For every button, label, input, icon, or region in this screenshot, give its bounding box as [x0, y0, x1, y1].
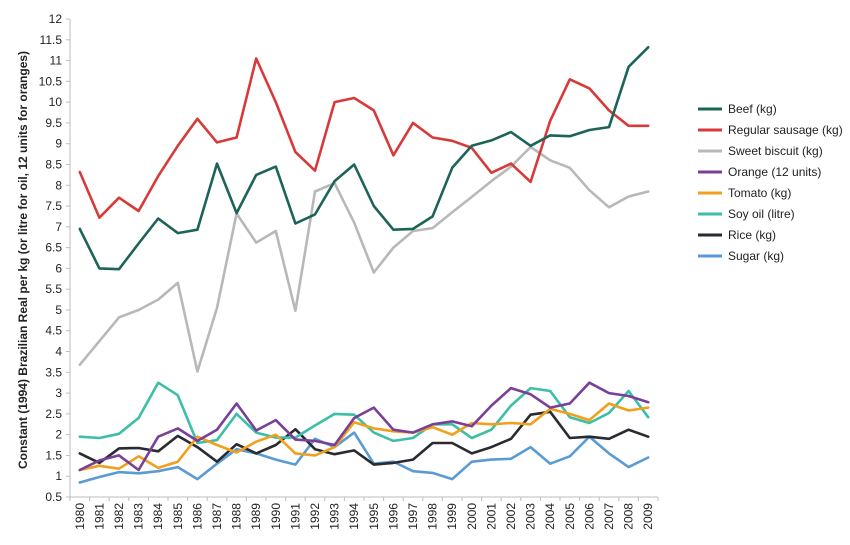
- series-line-0: [78, 45, 650, 271]
- x-tick-label: 1985: [171, 503, 185, 530]
- x-tick-label: 1994: [347, 503, 361, 530]
- legend-label: Orange (12 units): [728, 165, 821, 179]
- series-line-7: [78, 431, 650, 484]
- legend-label: Sweet biscuit (kg): [728, 144, 823, 158]
- series-line-1: [78, 57, 650, 219]
- x-tick-label: 1989: [249, 503, 263, 530]
- x-tick-label: 1996: [386, 503, 400, 530]
- y-tick-label: 6.5: [45, 241, 62, 255]
- y-tick-label: 0.5: [45, 490, 62, 504]
- series-line-6: [78, 410, 650, 466]
- x-tick-label: 2000: [465, 503, 479, 530]
- y-tick-label: 8.5: [45, 157, 62, 171]
- y-tick-label: 11.5: [40, 33, 63, 47]
- x-tick-label: 1999: [445, 503, 459, 530]
- x-tick-label: 1983: [132, 503, 146, 530]
- x-tick-label: 2007: [602, 503, 616, 530]
- x-axis: 1980 1981 1982 1983 1984 1985 1986 1987 1988 1989…: [69, 496, 659, 530]
- y-tick-label: 10: [49, 95, 63, 109]
- y-tick-label: 7.5: [45, 199, 62, 213]
- x-tick-label: 1993: [328, 503, 342, 530]
- x-tick-label: 1984: [151, 503, 165, 530]
- series-line-5: [78, 381, 650, 445]
- y-tick-label: 4.5: [45, 324, 62, 338]
- series-line-2: [78, 145, 650, 373]
- y-axis: 0.511.522.533.544.555.566.577.588.599.51…: [39, 12, 71, 504]
- y-axis-title: Constant (1994) Brazilian Real per kg (o…: [16, 51, 30, 469]
- x-tick-label: 1992: [308, 503, 322, 530]
- x-tick-label: 2001: [484, 503, 498, 530]
- legend-label: Tomato (kg): [728, 186, 791, 200]
- y-tick-label: 4: [55, 345, 62, 359]
- y-tick-label: 3: [55, 386, 62, 400]
- series-layer: [78, 45, 650, 484]
- y-tick-label: 1: [55, 469, 62, 483]
- x-tick-label: 2006: [582, 503, 596, 530]
- x-tick-label: 1995: [367, 503, 381, 530]
- legend-label: Sugar (kg): [728, 249, 784, 263]
- x-tick-label: 1998: [426, 503, 440, 530]
- legend-label: Soy oil (litre): [728, 207, 795, 221]
- y-tick-label: 1.5: [45, 448, 62, 462]
- x-tick-label: 1986: [190, 503, 204, 530]
- y-tick-label: 6: [55, 261, 62, 275]
- x-tick-label: 1997: [406, 503, 420, 530]
- x-tick-label: 1981: [92, 503, 106, 530]
- legend-label: Beef (kg): [728, 102, 777, 116]
- x-tick-label: 1991: [288, 503, 302, 530]
- legend-label: Rice (kg): [728, 228, 776, 242]
- legend: Beef (kg) Regular sausage (kg) Sweet biscu…: [698, 102, 843, 263]
- x-tick-label: 2005: [563, 503, 577, 530]
- y-tick-label: 9: [55, 137, 62, 151]
- y-tick-label: 12: [49, 12, 63, 26]
- y-tick-label: 7: [55, 220, 62, 234]
- y-tick-label: 5.5: [45, 282, 62, 296]
- x-tick-label: 1990: [269, 503, 283, 530]
- x-tick-label: 2003: [524, 503, 538, 530]
- y-tick-label: 8: [55, 178, 62, 192]
- x-tick-label: 1980: [73, 503, 87, 530]
- y-tick-label: 9.5: [45, 116, 62, 130]
- x-tick-label: 2002: [504, 503, 518, 530]
- x-tick-label: 2008: [622, 503, 636, 530]
- series-line-3: [78, 381, 650, 472]
- x-tick-label: 1982: [112, 503, 126, 530]
- legend-label: Regular sausage (kg): [728, 123, 843, 137]
- y-tick-label: 2: [55, 428, 62, 442]
- x-tick-label: 2004: [543, 503, 557, 530]
- y-tick-label: 2.5: [45, 407, 62, 421]
- y-tick-label: 3.5: [45, 365, 62, 379]
- y-tick-label: 5: [55, 303, 62, 317]
- series-line-4: [78, 402, 650, 472]
- y-tick-label: 11: [50, 54, 63, 68]
- x-tick-label: 1987: [210, 503, 224, 530]
- x-tick-label: 2009: [641, 503, 655, 530]
- x-tick-label: 1988: [230, 503, 244, 530]
- y-tick-label: 10.5: [39, 74, 63, 88]
